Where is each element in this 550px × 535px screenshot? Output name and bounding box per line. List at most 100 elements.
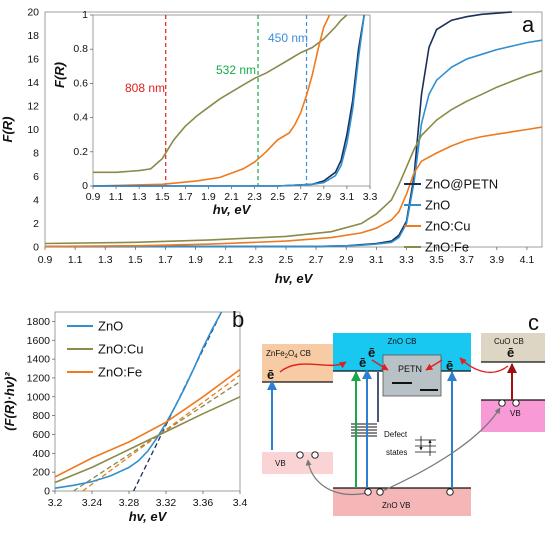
hole-transfer-arrow-right	[377, 407, 501, 494]
inset-y-tick-label: 0.6	[73, 77, 88, 89]
inset-x-tick-label: 1.7	[178, 191, 193, 203]
transfer-arrow-zno-right-to-petn	[425, 359, 443, 371]
inset-x-tick-label: 1.9	[201, 191, 216, 203]
transfer-arrow-zno-to-petn	[371, 359, 389, 371]
transfer-arrow-cuo-to-zno	[459, 357, 509, 373]
hole	[446, 488, 454, 496]
panel-label-b: b	[232, 307, 244, 332]
hole	[364, 488, 372, 496]
series-line	[55, 312, 223, 489]
x-tick-label: 1.3	[98, 254, 113, 266]
inset-x-tick-label: 3.1	[340, 191, 355, 203]
y-tick-label: 800	[32, 410, 50, 422]
x-tick-label: 2.3	[249, 254, 264, 266]
hole	[498, 399, 506, 407]
inset-x-tick-label: 3.3	[363, 191, 378, 203]
inset-y-tick-label: 1	[82, 9, 88, 21]
y-tick-label: 1600	[27, 335, 51, 347]
legend-entry: ZnO@PETN	[425, 177, 498, 192]
legend-entry: ZnO:Fe	[98, 365, 142, 380]
inset-x-tick-label: 2.3	[247, 191, 262, 203]
inset-series-line	[93, 14, 365, 187]
y-tick-label: 6	[33, 171, 39, 183]
x-tick-label: 2.7	[309, 254, 324, 266]
x-tick-label: 3.5	[429, 254, 444, 266]
inset-x-tick-label: 2.7	[293, 191, 308, 203]
panel-label-c: c	[528, 310, 539, 335]
x-tick-label: 3.24	[82, 497, 103, 509]
plot-area-b	[54, 311, 241, 492]
zno-vb-label: ZnO VB	[382, 501, 410, 510]
inset-x-tick-label: 2.9	[317, 191, 332, 203]
x-tick-label: 3.32	[156, 497, 177, 509]
electron-cuo: ē	[507, 345, 514, 360]
series-line	[44, 70, 543, 245]
electron-zno-1: ē	[359, 355, 366, 370]
inset-x-tick-label: 2.5	[270, 191, 285, 203]
x-tick-label: 3.4	[233, 497, 248, 509]
y-tick-label: 0	[33, 242, 39, 254]
electron-zno-3: ē	[446, 358, 453, 373]
legend-entry: ZnO	[425, 198, 450, 213]
legend-entry: ZnO:Cu	[98, 342, 144, 357]
y-tick-label: 12	[27, 101, 39, 113]
wavelength-label-808: 808 nm	[125, 81, 165, 95]
zno-cb-label: ZnO CB	[388, 337, 417, 346]
x-axis-label: hv, eV	[275, 271, 314, 286]
x-tick-label: 2.1	[218, 254, 233, 266]
inset-x-tick-label: 0.9	[86, 191, 101, 203]
petn-label: PETN	[398, 364, 422, 374]
inset-plot-area	[92, 14, 371, 187]
inset-series-line	[92, 14, 331, 187]
y-tick-label: 0	[44, 486, 50, 498]
panel-label-a: a	[522, 12, 535, 37]
y-tick-label: 600	[32, 429, 50, 441]
x-tick-label: 3.7	[459, 254, 474, 266]
series-line	[55, 368, 240, 478]
x-tick-label: 1.7	[158, 254, 173, 266]
x-tick-label: 1.9	[188, 254, 203, 266]
x-tick-label: 4.1	[520, 254, 535, 266]
y-tick-label: 20	[27, 7, 39, 19]
hole	[311, 451, 319, 459]
y-tick-label: 4	[33, 195, 39, 207]
panel-b: 0 200 400 600 800 1000 1200 1400 1600 1800 3.2 3.24…	[2, 307, 247, 524]
inset-x-tick-label: 1.1	[109, 191, 124, 203]
inset-y-tick-label: 0.2	[73, 146, 88, 158]
electron-zno-2: ē	[368, 345, 375, 360]
y-tick-label: 8	[33, 148, 39, 160]
y-tick-label: 1200	[27, 372, 51, 384]
transfer-arrow-znfe2o4-to-zno	[279, 361, 347, 373]
y-axis-label: F(R)	[0, 117, 15, 143]
y-tick-label: 200	[32, 467, 50, 479]
cuo-vb-label: VB	[510, 409, 521, 418]
x-tick-label: 3.1	[369, 254, 384, 266]
inset-x-axis-label: hv, eV	[213, 202, 252, 217]
y-tick-label: 400	[32, 448, 50, 460]
defect-label-1: Defect	[384, 430, 408, 439]
x-tick-label: 1.1	[68, 254, 83, 266]
electron-znfe2o4: ē	[267, 367, 274, 382]
znfe2o4-cb-label: ZnFe2O4 CB	[266, 349, 311, 360]
y-tick-label: 14	[27, 77, 39, 89]
y-tick-label: 16	[27, 54, 39, 66]
y-axis-label: (F(R)·hv)²	[2, 372, 17, 431]
inset-y-tick-label: 0	[82, 180, 88, 192]
legend-entry: ZnO:Fe	[425, 240, 469, 255]
x-tick-label: 3.36	[193, 497, 214, 509]
inset-x-tick-label: 1.5	[155, 191, 170, 203]
znfe2o4-cb-band	[262, 344, 333, 382]
y-tick-label: 2	[33, 218, 39, 230]
inset-y-tick-label: 0.8	[73, 43, 88, 55]
wavelength-label-532: 532 nm	[216, 63, 256, 77]
cuo-cb-band	[481, 333, 545, 362]
y-tick-label: 1000	[27, 391, 51, 403]
inset-y-tick-label: 0.4	[73, 112, 88, 124]
x-tick-label: 3.2	[48, 497, 63, 509]
y-tick-label: 1800	[27, 316, 51, 328]
hole	[376, 488, 384, 496]
inset-x-tick-label: 2.1	[224, 191, 239, 203]
x-tick-label: 1.5	[128, 254, 143, 266]
